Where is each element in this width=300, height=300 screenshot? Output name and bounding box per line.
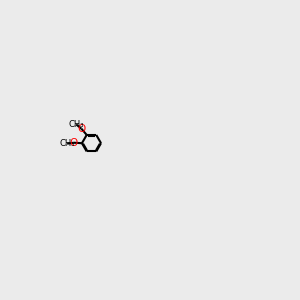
Text: CH₃: CH₃ [68,120,84,129]
Text: CH₃: CH₃ [59,139,75,148]
Text: O: O [77,124,86,134]
Text: O: O [70,138,78,148]
